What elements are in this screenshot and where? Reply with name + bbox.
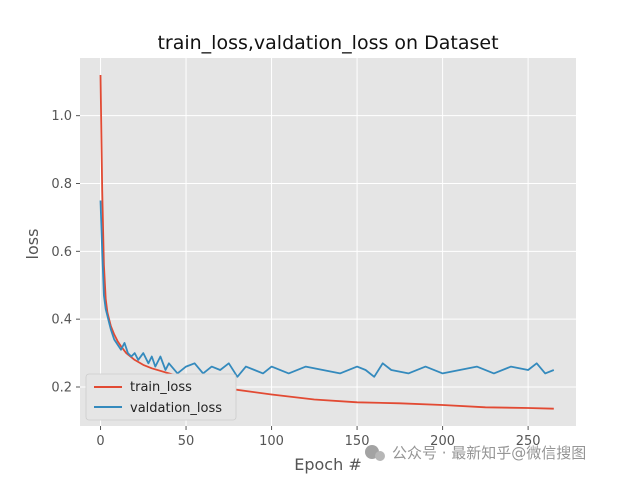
legend-label-train-loss: train_loss <box>130 380 192 395</box>
x-tick-label: 50 <box>178 434 195 449</box>
x-tick-label: 200 <box>430 434 455 449</box>
series-line-valdation-loss <box>99 200 555 378</box>
y-tick-label: 0.6 <box>51 245 72 260</box>
legend-label-valdation-loss: valdation_loss <box>130 401 222 416</box>
x-tick-label: 250 <box>516 434 541 449</box>
y-axis-label: loss <box>23 229 42 260</box>
y-tick-label: 0.4 <box>51 313 72 328</box>
x-axis-label: Epoch # <box>294 455 361 474</box>
watermark: 公众号 · 最新知乎@微信搜图 <box>365 444 586 462</box>
y-tick-label: 0.2 <box>51 380 72 395</box>
grid-lines <box>80 58 576 426</box>
x-tick-label: 150 <box>345 434 370 449</box>
y-tick-label: 1.0 <box>51 109 72 124</box>
x-tick-label: 100 <box>259 434 284 449</box>
wechat-icon-bubble <box>375 451 385 461</box>
x-tick-label: 0 <box>96 434 104 449</box>
series-lines <box>99 74 555 410</box>
legend: train_loss valdation_loss <box>85 373 237 421</box>
chart-title: train_loss,valdation_loss on Dataset <box>157 32 498 54</box>
y-tick-label: 0.8 <box>51 177 72 192</box>
axis-ticks: 0 50 100 150 200 250 0.2 0.4 0.6 0.8 1.0 <box>51 109 540 449</box>
legend-box <box>85 373 237 421</box>
watermark-text: 公众号 · 最新知乎@微信搜图 <box>392 444 586 462</box>
